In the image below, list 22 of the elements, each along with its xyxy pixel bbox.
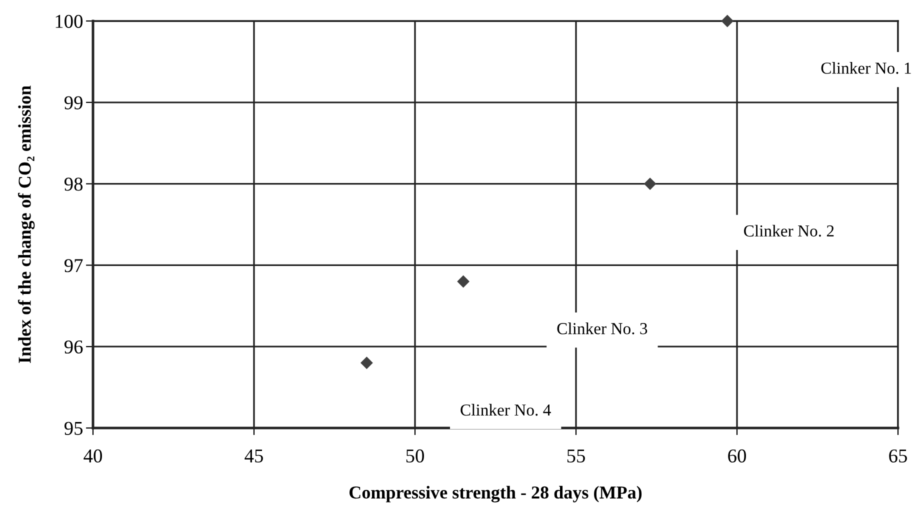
y-tick-label: 95	[64, 422, 83, 435]
x-tick-label: 60	[728, 449, 746, 463]
point	[457, 275, 470, 288]
y-tick-label: 96	[64, 340, 83, 354]
annotation: Clinker No. 1	[821, 62, 911, 74]
x-tick-label: 65	[889, 449, 907, 463]
y-axis-title: Index of the change of CO₂ emission	[18, 86, 35, 364]
annotation: Clinker No. 2	[744, 224, 834, 237]
x-tick-label: 50	[406, 449, 424, 463]
x-tick-label: 55	[567, 450, 585, 463]
y-tick-label: 98	[64, 178, 83, 191]
annotation: Clinker No. 4	[460, 404, 551, 416]
x-tick-label: 45	[244, 450, 263, 463]
annotation: Clinker No. 3	[557, 322, 648, 334]
y-tick-label: 99	[64, 96, 82, 110]
x-tick-label: 40	[84, 449, 102, 463]
point	[644, 178, 656, 190]
point	[721, 14, 734, 28]
point	[360, 356, 373, 370]
y-tick-label: 100	[56, 14, 83, 28]
x-axis-title: Compressive strength - 28 days (MPa)	[350, 486, 642, 502]
y-tick-label: 97	[64, 259, 83, 272]
